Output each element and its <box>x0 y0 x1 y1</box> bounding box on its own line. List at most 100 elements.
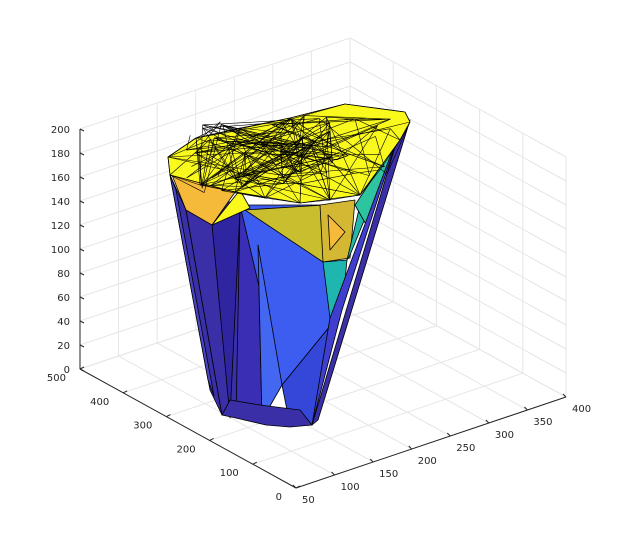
x-tick-label: 300 <box>495 430 514 441</box>
mesh-edge <box>201 140 235 186</box>
x-tick-mark <box>446 432 451 437</box>
z-tick-mark <box>79 344 85 348</box>
surface-face <box>221 399 313 428</box>
grid-line <box>311 290 528 411</box>
mesh-edge <box>222 124 237 183</box>
y-tick-label: 100 <box>220 468 239 479</box>
x-axis-line <box>295 396 567 489</box>
surface-mesh <box>167 103 411 428</box>
mesh-edge <box>195 137 201 186</box>
mesh-edge <box>210 172 328 186</box>
mesh-edge <box>214 137 226 143</box>
y-tick-mark <box>295 485 301 489</box>
mesh-edge <box>222 124 242 137</box>
mesh-edge <box>290 118 299 145</box>
mesh-edge <box>210 132 281 186</box>
x-tick-mark <box>485 419 490 424</box>
mesh-edge <box>186 121 221 151</box>
z-tick-label: 20 <box>57 341 70 352</box>
mesh-edge <box>199 184 236 193</box>
mesh-edge <box>234 191 266 199</box>
mesh-edge <box>203 124 222 193</box>
mesh-edge <box>386 121 411 175</box>
mesh-edge <box>167 137 197 158</box>
mesh-edge <box>221 183 284 191</box>
mesh-edge <box>167 150 280 158</box>
mesh-edge <box>354 118 401 141</box>
mesh-edge <box>326 117 361 196</box>
x-tick-label: 150 <box>379 469 398 480</box>
mesh-edge <box>299 199 331 204</box>
mesh-edge <box>344 103 406 113</box>
mesh-edge <box>234 130 330 193</box>
y-tick-label: 0 <box>276 492 282 503</box>
y-axis-line <box>79 368 297 489</box>
mesh-edge <box>281 128 391 148</box>
mesh-edge <box>304 115 391 120</box>
z-tick-label: 120 <box>51 221 70 232</box>
x-tick-mark <box>331 471 335 476</box>
mesh-edge <box>239 117 291 129</box>
z-tick-mark <box>79 200 85 204</box>
grid-line <box>349 181 567 302</box>
mesh-edge <box>329 125 378 201</box>
z-tick-label: 180 <box>51 149 70 160</box>
z-tick-label: 200 <box>51 125 70 136</box>
mesh-edge <box>195 152 258 184</box>
y-tick-label: 400 <box>90 397 109 408</box>
top-cap-mesh <box>167 103 411 204</box>
mesh-edge <box>287 118 356 145</box>
grid-line <box>349 253 567 374</box>
y-tick-mark <box>122 390 128 394</box>
mesh-edge <box>242 144 276 156</box>
z-tick-label: 140 <box>51 197 70 208</box>
z-tick-mark <box>79 152 85 156</box>
mesh-edge <box>282 136 376 178</box>
mesh-edge <box>318 118 331 201</box>
mesh-edge <box>242 172 301 204</box>
mesh-edge <box>260 142 301 173</box>
mesh-edge <box>399 121 411 141</box>
y-tick-mark <box>209 437 214 441</box>
z-tick-mark <box>79 320 85 324</box>
y-tick-mark <box>166 414 171 418</box>
mesh-edge <box>354 118 370 176</box>
z-tick-label: 60 <box>57 293 70 304</box>
z-tick-label: 100 <box>51 245 70 256</box>
z-tick-label: 160 <box>51 173 70 184</box>
mesh-edge <box>329 131 333 163</box>
mesh-edge <box>329 194 361 201</box>
grid-line <box>79 61 351 154</box>
mesh-edge <box>209 139 306 149</box>
x-tick-mark <box>408 445 413 450</box>
y-tick-mark <box>252 461 258 465</box>
mesh-edge <box>280 118 292 133</box>
mesh-edge <box>211 142 261 179</box>
mesh-edge <box>201 184 243 187</box>
mesh-edge <box>310 118 391 145</box>
z-tick-label: 0 <box>64 365 70 376</box>
grid-line <box>349 277 567 398</box>
mesh-edge <box>359 128 391 196</box>
mesh-edge <box>281 115 305 147</box>
mesh-edge <box>302 136 385 167</box>
mesh-edge <box>264 170 322 199</box>
mesh-edge <box>167 156 171 176</box>
mesh-edge <box>275 154 291 156</box>
mesh-edge <box>234 146 328 179</box>
x-tick-label: 250 <box>456 443 475 454</box>
x-tick-label: 50 <box>302 495 315 506</box>
x-tick-mark <box>524 406 528 411</box>
z-tick-label: 80 <box>57 269 70 280</box>
mesh-edge <box>195 127 241 139</box>
mesh-edge <box>199 124 203 186</box>
grid-line <box>349 205 567 326</box>
z-tick-mark <box>79 368 85 372</box>
x-tick-mark <box>369 458 374 463</box>
mesh-edge <box>390 128 401 141</box>
mesh-edge <box>245 153 291 155</box>
mesh-edge <box>300 156 332 178</box>
mesh-edge <box>279 174 331 201</box>
mesh-edge <box>279 166 385 176</box>
